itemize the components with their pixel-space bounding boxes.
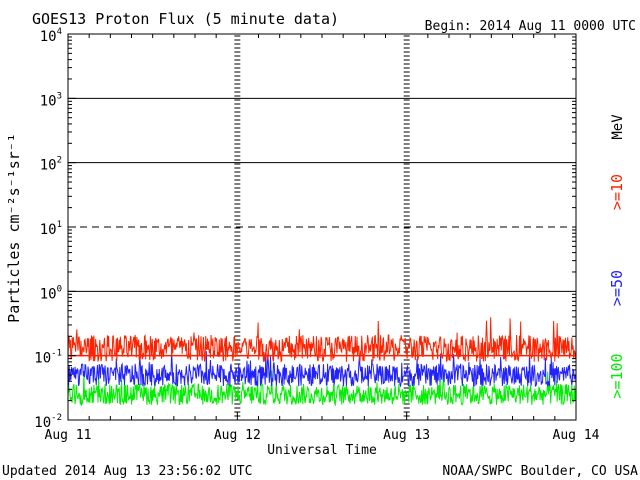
x-tick-label: Aug 13 [383, 428, 430, 443]
y-tick-label: 102 [40, 156, 62, 174]
y-tick-exponent: 3 [57, 91, 62, 101]
y-tick-exponent: 2 [57, 156, 62, 166]
legend-100: >=100 [608, 353, 626, 398]
y-tick-label: 103 [40, 91, 62, 109]
grid-layer [68, 35, 576, 417]
plot-frame [67, 33, 577, 421]
x-tick-label: Aug 14 [553, 428, 600, 443]
y-tick-exponent: -2 [51, 413, 62, 423]
series-line-10 [67, 317, 577, 363]
y-tick-exponent: -1 [51, 349, 62, 359]
y-tick-label: 10-2 [34, 413, 62, 431]
legend-10: >=10 [608, 174, 626, 210]
x-tick-label: Aug 12 [214, 428, 261, 443]
updated-time: Updated 2014 Aug 13 23:56:02 UTC [2, 464, 252, 479]
x-tick-label: Aug 11 [45, 428, 92, 443]
day-separator-2 [403, 35, 410, 417]
y-tick-label: 100 [40, 284, 62, 302]
y-tick-base: 10 [34, 415, 51, 431]
y-tick-base: 10 [40, 222, 57, 238]
y-tick-label: 101 [40, 220, 62, 238]
begin-time: Begin: 2014 Aug 11 0000 UTC [425, 19, 636, 34]
x-axis-label: Universal Time [267, 443, 377, 458]
y-tick-exponent: 0 [57, 284, 62, 294]
y-tick-base: 10 [40, 29, 57, 45]
y-tick-label: 10-1 [34, 349, 62, 367]
legend: >=10 >=50 >=100 MeV [608, 114, 626, 399]
y-tick-label: 104 [40, 27, 62, 45]
y-tick-exponent: 1 [57, 220, 62, 230]
y-tick-exponent: 4 [57, 27, 62, 37]
legend-unit: MeV [610, 114, 626, 140]
y-tick-base: 10 [34, 351, 51, 367]
y-tick-base: 10 [40, 93, 57, 109]
series-layer [67, 317, 577, 407]
y-tick-base: 10 [40, 286, 57, 302]
series-line-50 [67, 351, 577, 388]
y-axis-label: Particles cm⁻²s⁻¹sr⁻¹ [5, 133, 23, 323]
day-separator-1 [234, 35, 241, 417]
series-line-100 [67, 370, 577, 407]
chart-title: GOES13 Proton Flux (5 minute data) [32, 10, 339, 28]
legend-50: >=50 [608, 270, 626, 306]
credit: NOAA/SWPC Boulder, CO USA [442, 464, 638, 479]
y-tick-base: 10 [40, 158, 57, 174]
